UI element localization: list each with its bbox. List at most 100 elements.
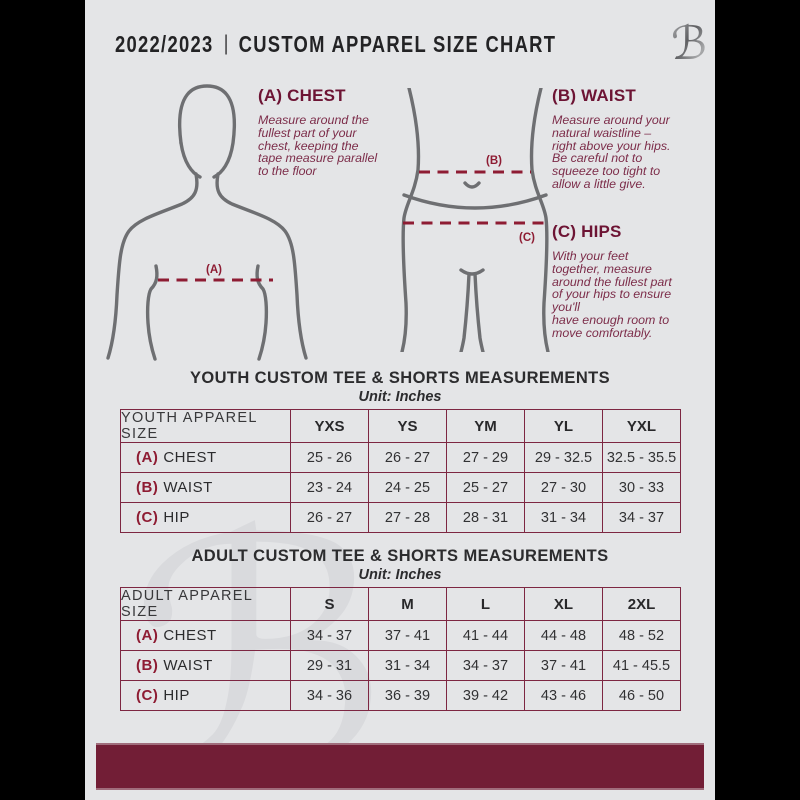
- cell: 26 - 27: [290, 502, 369, 533]
- chest-line-label: (A): [206, 264, 222, 276]
- chest-instruction: (A) CHEST Measure around the fullest par…: [258, 86, 416, 178]
- adult-size-header-cell: ADULT APPAREL SIZE: [120, 587, 291, 621]
- size-col-s: S: [290, 587, 369, 621]
- cell: 25 - 26: [290, 442, 369, 473]
- size-col-ys: YS: [368, 409, 447, 443]
- row-name: WAIST: [163, 479, 213, 496]
- size-col-m: M: [368, 587, 447, 621]
- hips-outline-icon: [400, 88, 550, 352]
- cell: 24 - 25: [368, 472, 447, 503]
- waist-heading: (B) WAIST: [552, 86, 636, 105]
- size-col-ym: YM: [446, 409, 525, 443]
- cell: 37 - 41: [524, 650, 603, 681]
- hips-instruction: (C) HIPS With your feet together, measur…: [552, 222, 702, 339]
- chest-row-label: (A) CHEST: [120, 620, 291, 651]
- cell: 34 - 37: [290, 620, 369, 651]
- youth-size-header-cell: YOUTH APPAREL SIZE: [120, 409, 291, 443]
- row-prefix: (B): [136, 657, 159, 674]
- adult-table-title: ADULT CUSTOM TEE & SHORTS MEASUREMENTS: [191, 547, 609, 565]
- breakaway-logo-icon: ℬ: [670, 21, 706, 67]
- hip-row-label: (C) HIP: [120, 502, 291, 533]
- waist-row-label: (B) WAIST: [120, 472, 291, 503]
- youth-size-table: YOUTH APPAREL SIZE YXS YS YM YL YXL (A) C…: [120, 409, 681, 533]
- cell: 27 - 28: [368, 502, 447, 533]
- size-col-l: L: [446, 587, 525, 621]
- chest-heading: (A) CHEST: [258, 86, 346, 105]
- row-name: WAIST: [163, 657, 213, 674]
- chest-body: Measure around the fullest part of your …: [258, 113, 378, 179]
- cell: 32.5 - 35.5: [602, 442, 681, 473]
- cell: 43 - 46: [524, 680, 603, 711]
- row-name: HIP: [163, 687, 190, 704]
- cell: 46 - 50: [602, 680, 681, 711]
- cell: 26 - 27: [368, 442, 447, 473]
- cell: 28 - 31: [446, 502, 525, 533]
- waist-row-label: (B) WAIST: [120, 650, 291, 681]
- cell: 27 - 30: [524, 472, 603, 503]
- cell: 30 - 33: [602, 472, 681, 503]
- row-name: CHEST: [163, 449, 217, 466]
- cell: 34 - 36: [290, 680, 369, 711]
- table-row: (B) WAIST 23 - 24 24 - 25 25 - 27 27 - 30…: [120, 472, 681, 503]
- title-divider: |: [223, 32, 229, 55]
- cell: 36 - 39: [368, 680, 447, 711]
- torso-outline-icon: [106, 84, 308, 361]
- table-header-row: ADULT APPAREL SIZE S M L XL 2XL: [120, 587, 681, 621]
- row-prefix: (C): [136, 687, 159, 704]
- cell: 31 - 34: [368, 650, 447, 681]
- youth-table-unit: Unit: Inches: [358, 389, 442, 405]
- cell: 29 - 31: [290, 650, 369, 681]
- size-col-2xl: 2XL: [602, 587, 681, 621]
- youth-table-title: YOUTH CUSTOM TEE & SHORTS MEASUREMENTS: [189, 369, 611, 387]
- cell: 29 - 32.5: [524, 442, 603, 473]
- waist-line-label: (B): [486, 155, 502, 167]
- row-name: HIP: [163, 509, 190, 526]
- hip-row-label: (C) HIP: [120, 680, 291, 711]
- table-header-row: YOUTH APPAREL SIZE YXS YS YM YL YXL: [120, 409, 681, 443]
- hip-line-label: (C): [519, 232, 535, 244]
- size-chart-page: ℬ 2022/2023 | CUSTOM APPAREL SIZE CHART: [85, 0, 715, 800]
- table-row: (A) CHEST 34 - 37 37 - 41 41 - 44 44 - 48…: [120, 620, 681, 651]
- hips-heading: (C) HIPS: [552, 222, 622, 241]
- adult-size-table: ADULT APPAREL SIZE S M L XL 2XL (A) CHEST…: [120, 587, 681, 711]
- table-row: (A) CHEST 25 - 26 26 - 27 27 - 29 29 - 32…: [120, 442, 681, 473]
- page-header: 2022/2023 | CUSTOM APPAREL SIZE CHART: [115, 20, 707, 68]
- cell: 34 - 37: [446, 650, 525, 681]
- row-prefix: (C): [136, 509, 159, 526]
- footer-bar: [96, 743, 704, 790]
- cell: 25 - 27: [446, 472, 525, 503]
- row-prefix: (B): [136, 479, 159, 496]
- season-label: 2022/2023: [115, 30, 214, 57]
- cell: 31 - 34: [524, 502, 603, 533]
- cell: 37 - 41: [368, 620, 447, 651]
- page-title: 2022/2023 | CUSTOM APPAREL SIZE CHART: [115, 31, 556, 58]
- content-layer: 2022/2023 | CUSTOM APPAREL SIZE CHART: [85, 0, 715, 800]
- cell: 27 - 29: [446, 442, 525, 473]
- row-prefix: (A): [136, 627, 159, 644]
- cell: 44 - 48: [524, 620, 603, 651]
- size-col-yxl: YXL: [602, 409, 681, 443]
- chart-title: CUSTOM APPAREL SIZE CHART: [238, 30, 557, 57]
- chest-row-label: (A) CHEST: [120, 442, 291, 473]
- row-name: CHEST: [163, 627, 217, 644]
- cell: 41 - 44: [446, 620, 525, 651]
- table-row: (B) WAIST 29 - 31 31 - 34 34 - 37 37 - 41…: [120, 650, 681, 681]
- size-col-xl: XL: [524, 587, 603, 621]
- row-prefix: (A): [136, 449, 159, 466]
- cell: 34 - 37: [602, 502, 681, 533]
- lower-body-diagram: (B) (C): [400, 88, 550, 352]
- waist-body: Measure around your natural waistline – …: [552, 113, 671, 191]
- cell: 48 - 52: [602, 620, 681, 651]
- size-col-yxs: YXS: [290, 409, 369, 443]
- waist-instruction: (B) WAIST Measure around your natural wa…: [552, 86, 698, 191]
- hips-body: With your feet together, measure around …: [552, 249, 672, 340]
- brand-group: ℬ BREAKAWAY: [667, 21, 715, 67]
- upper-body-diagram: (A): [106, 84, 308, 361]
- table-row: (C) HIP 34 - 36 36 - 39 39 - 42 43 - 46 4…: [120, 680, 681, 711]
- cell: 41 - 45.5: [602, 650, 681, 681]
- cell: 23 - 24: [290, 472, 369, 503]
- table-row: (C) HIP 26 - 27 27 - 28 28 - 31 31 - 34 3…: [120, 502, 681, 533]
- adult-table-unit: Unit: Inches: [358, 567, 442, 583]
- cell: 39 - 42: [446, 680, 525, 711]
